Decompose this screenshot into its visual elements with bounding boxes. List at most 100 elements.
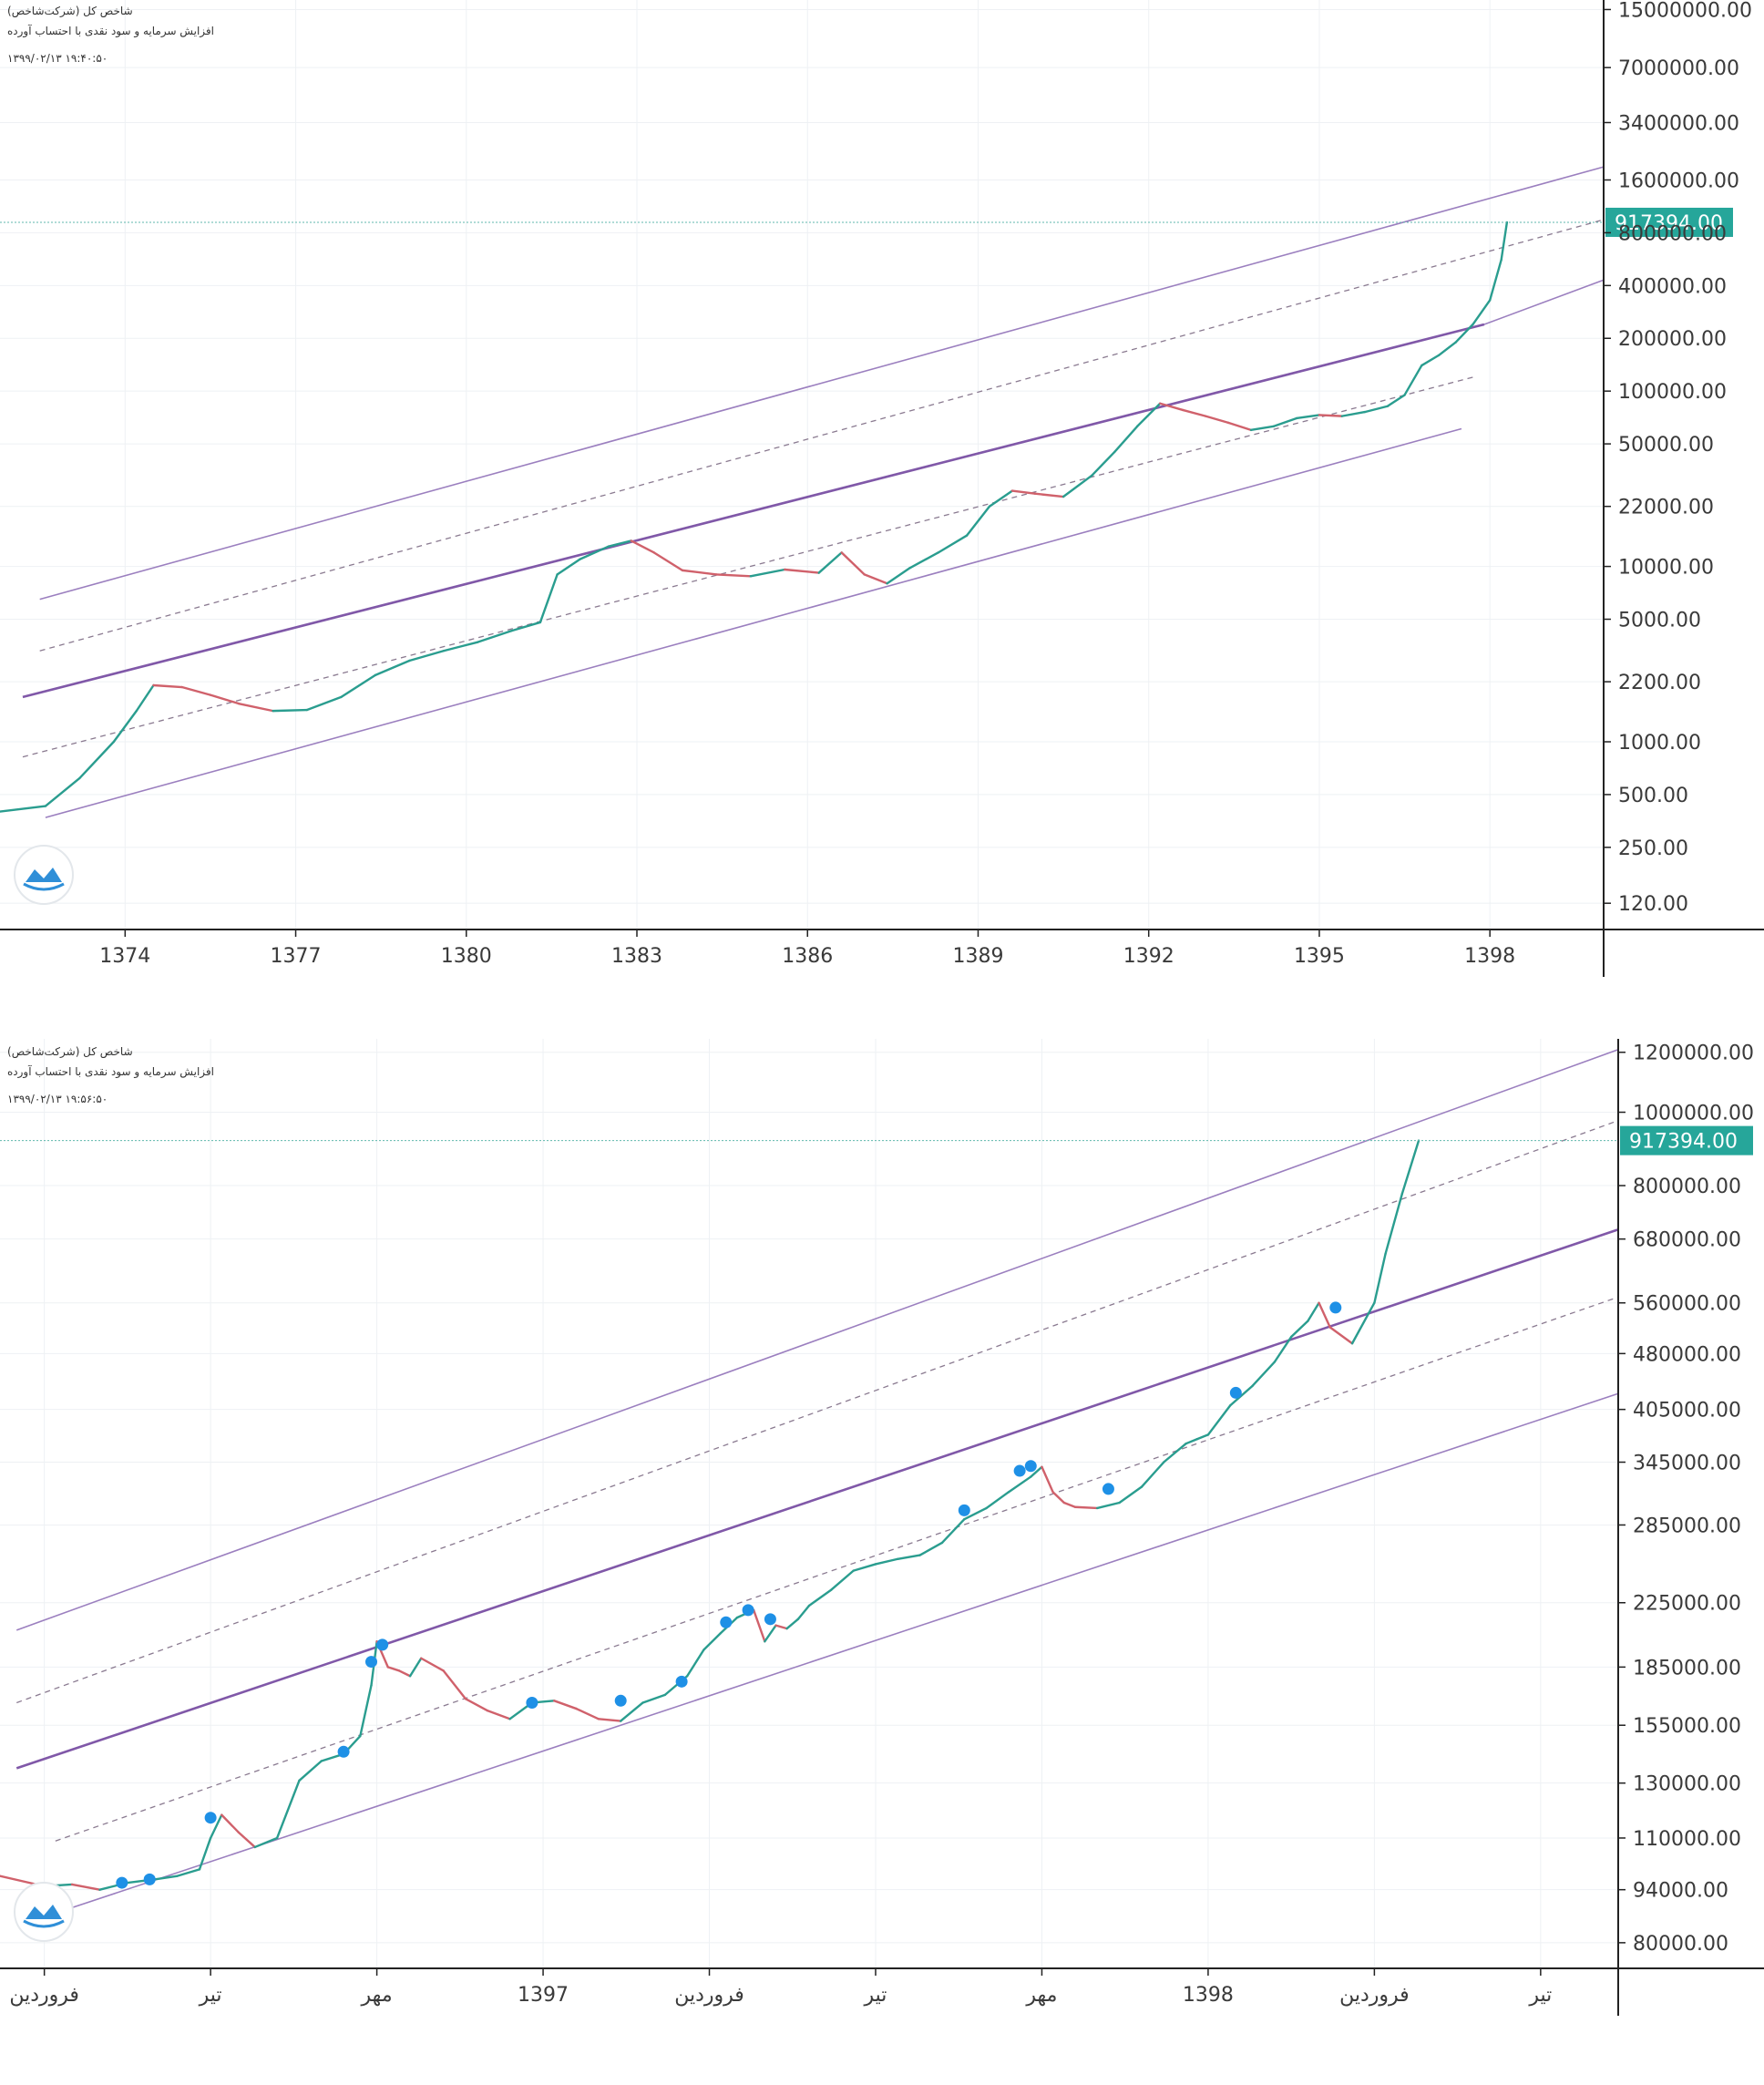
- price-segment: [112, 709, 138, 744]
- signal-marker: [143, 1873, 156, 1885]
- x-tick-label: تیر: [1528, 1984, 1552, 2007]
- last-price-line: 917394.00: [0, 207, 1733, 237]
- y-tick-label: 405000.00: [1633, 1400, 1741, 1423]
- price-segment: [78, 740, 116, 780]
- x-tick-label: 1392: [1123, 945, 1174, 968]
- price-segment: [272, 708, 309, 713]
- price-segment: [1118, 1485, 1144, 1505]
- price-segment: [1096, 1501, 1121, 1510]
- signal-marker: [742, 1604, 754, 1617]
- price-segment: [1318, 1301, 1331, 1329]
- price-segment: [477, 629, 513, 643]
- legend-subtitle: افزایش سرمایه و سود نقدی با احتساب آورده: [7, 1064, 214, 1079]
- price-segment: [597, 1718, 622, 1722]
- log-chart-top[interactable]: 917394.00 15000000.00 7000000.00 3400000.0…: [0, 0, 1764, 1002]
- logo-circle: [14, 845, 74, 905]
- x-tick-label: 1397: [518, 1984, 569, 2007]
- price-segment: [135, 683, 155, 713]
- price-segment: [863, 573, 888, 585]
- price-segment: [152, 683, 183, 689]
- x-tick-label: 1398: [1464, 945, 1515, 968]
- y-tick-label: 680000.00: [1633, 1229, 1741, 1252]
- price-segment: [1437, 341, 1457, 357]
- signal-marker: [614, 1694, 627, 1707]
- price-segment: [420, 1657, 445, 1672]
- price-segment: [553, 1700, 578, 1710]
- signal-marker: [1102, 1483, 1114, 1495]
- y-tick-label: 130000.00: [1633, 1773, 1741, 1796]
- price-segment: [1229, 1384, 1254, 1407]
- regression-channel: [15, 1048, 1619, 1909]
- price-segment: [1488, 259, 1502, 302]
- price-segment: [1136, 402, 1162, 427]
- price-segment: [1163, 1442, 1187, 1464]
- price-segment: [397, 1669, 412, 1678]
- log-chart-bottom[interactable]: 917394.00 1200000.00 1000000.00 800000.00 6…: [0, 1039, 1764, 2085]
- price-segment: [237, 702, 274, 713]
- y-tick-label: 1200000.00: [1633, 1042, 1754, 1065]
- y-tick-label: 5000.00: [1618, 610, 1701, 632]
- price-segment: [840, 551, 866, 576]
- signal-marker: [1024, 1460, 1037, 1473]
- price-segment: [575, 1707, 600, 1720]
- x-tick-label: 1380: [441, 945, 492, 968]
- x-axis-ticks: فروردین تیر مهر 1397 فروردین تیر مهر 1398 فروردی…: [9, 1968, 1552, 2007]
- price-segment: [874, 1557, 899, 1566]
- chart-panel-top: 917394.00 15000000.00 7000000.00 3400000.0…: [0, 0, 1764, 1002]
- price-segment: [1195, 1433, 1210, 1441]
- price-segment: [510, 621, 542, 632]
- price-segment: [641, 1693, 667, 1704]
- price-segment: [176, 1868, 201, 1877]
- price-segment: [1251, 1361, 1277, 1388]
- price-segment: [807, 1588, 833, 1607]
- price-segment: [340, 673, 377, 699]
- channel-upper-dashed-line: [16, 1120, 1619, 1704]
- signal-marker: [764, 1613, 776, 1626]
- x-axis-ticks: 1374 1377 1380 1383 1386 1389 1392 1395 1398: [99, 930, 1515, 968]
- last-price-label: 917394.00: [1615, 212, 1723, 235]
- y-tick-label: 480000.00: [1633, 1343, 1741, 1366]
- price-segment: [1273, 1335, 1293, 1363]
- y-tick-label: 345000.00: [1633, 1453, 1741, 1475]
- x-tick-label: 1389: [952, 945, 1003, 968]
- price-segment: [1289, 1320, 1309, 1339]
- price-segment: [359, 1684, 373, 1738]
- price-segment: [1328, 1326, 1354, 1345]
- price-segment: [652, 551, 684, 572]
- price-segment: [1340, 410, 1367, 417]
- price-segment: [1041, 1465, 1054, 1494]
- y-tick-label: 285000.00: [1633, 1515, 1741, 1537]
- legend-title: (شاخص کل (شرکت‌شاخص: [7, 5, 133, 18]
- price-series: [0, 221, 1509, 813]
- channel-lower-dashed-line: [55, 1296, 1619, 1842]
- y-tick-label: 110000.00: [1633, 1828, 1741, 1851]
- price-segment: [1420, 354, 1441, 367]
- price-segment: [1350, 1301, 1376, 1345]
- grid: [0, 0, 1604, 930]
- price-segment: [70, 1883, 101, 1891]
- y-tick-label: 155000.00: [1633, 1715, 1741, 1738]
- price-segment: [985, 1491, 1010, 1510]
- price-segment: [374, 659, 411, 677]
- legend-title: (شاخص کل (شرکت‌شاخص: [7, 1045, 133, 1059]
- signal-marker: [365, 1656, 378, 1669]
- price-segment: [180, 685, 212, 696]
- price-segment: [1454, 323, 1474, 344]
- channel-upper-dashed-line: [39, 219, 1605, 652]
- y-tick-label: 100000.00: [1618, 381, 1727, 404]
- signal-marker: [376, 1638, 389, 1651]
- logo-wave-icon: [23, 882, 65, 891]
- y-tick-label: 80000.00: [1633, 1933, 1728, 1956]
- price-segment: [1030, 1465, 1043, 1478]
- price-segment: [785, 1618, 800, 1630]
- channel-middle-line: [15, 1227, 1619, 1770]
- price-segment: [937, 534, 969, 554]
- y-tick-label: 15000000.00: [1618, 0, 1752, 22]
- last-price-line: 917394.00: [0, 1125, 1753, 1155]
- price-segment: [1061, 474, 1093, 498]
- y-tick-label: 1000000.00: [1633, 1103, 1754, 1125]
- price-segment: [1272, 416, 1298, 427]
- price-segment: [852, 1563, 877, 1572]
- price-segment: [442, 641, 479, 652]
- price-segment: [408, 650, 446, 662]
